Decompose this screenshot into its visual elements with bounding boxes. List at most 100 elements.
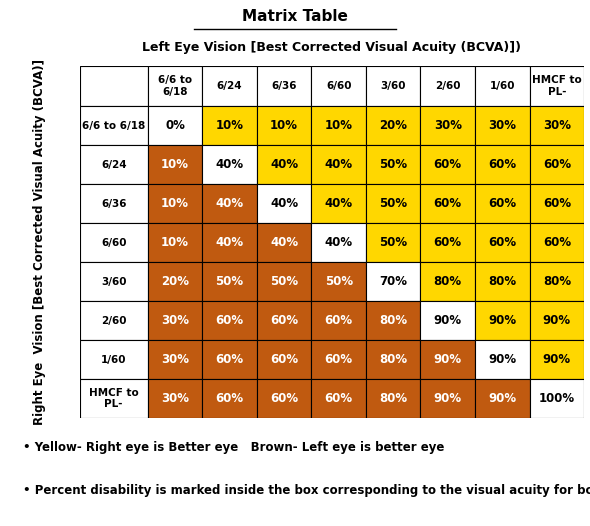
Text: 20%: 20%: [379, 119, 407, 132]
Text: 60%: 60%: [488, 197, 516, 210]
Bar: [366, 106, 421, 145]
Bar: [312, 66, 366, 106]
Bar: [421, 145, 475, 184]
Bar: [80, 379, 148, 418]
Bar: [257, 184, 312, 223]
Bar: [475, 66, 530, 106]
Bar: [475, 145, 530, 184]
Text: 70%: 70%: [379, 275, 407, 288]
Bar: [202, 301, 257, 340]
Bar: [530, 66, 584, 106]
Bar: [148, 184, 202, 223]
Bar: [257, 340, 312, 379]
Bar: [257, 145, 312, 184]
Bar: [80, 145, 148, 184]
Text: 80%: 80%: [488, 275, 516, 288]
Text: 1/60: 1/60: [101, 355, 126, 365]
Text: 40%: 40%: [270, 197, 298, 210]
Text: 30%: 30%: [161, 392, 189, 405]
Bar: [257, 262, 312, 301]
Bar: [366, 145, 421, 184]
Bar: [530, 106, 584, 145]
Bar: [475, 106, 530, 145]
Bar: [366, 66, 421, 106]
Text: 10%: 10%: [215, 119, 244, 132]
Bar: [257, 379, 312, 418]
Bar: [80, 301, 148, 340]
Text: 6/36: 6/36: [101, 199, 126, 209]
Text: 10%: 10%: [324, 119, 353, 132]
Text: 60%: 60%: [434, 197, 462, 210]
Text: 50%: 50%: [215, 275, 244, 288]
Text: HMCF to
PL-: HMCF to PL-: [532, 75, 582, 97]
Text: 60%: 60%: [324, 353, 353, 366]
Text: 60%: 60%: [270, 353, 298, 366]
Bar: [475, 301, 530, 340]
Text: 60%: 60%: [543, 236, 571, 249]
Text: 90%: 90%: [543, 314, 571, 327]
Bar: [148, 106, 202, 145]
Bar: [257, 66, 312, 106]
Text: 60%: 60%: [434, 236, 462, 249]
Bar: [530, 379, 584, 418]
Bar: [80, 184, 148, 223]
Bar: [475, 340, 530, 379]
Bar: [421, 184, 475, 223]
Bar: [80, 66, 148, 106]
Text: 60%: 60%: [434, 158, 462, 171]
Text: 60%: 60%: [270, 314, 298, 327]
Bar: [530, 301, 584, 340]
Text: 1/60: 1/60: [490, 81, 515, 91]
Text: 20%: 20%: [161, 275, 189, 288]
Text: 10%: 10%: [161, 197, 189, 210]
Text: 2/60: 2/60: [435, 81, 460, 91]
Bar: [148, 223, 202, 262]
Text: 50%: 50%: [270, 275, 298, 288]
Bar: [366, 262, 421, 301]
Bar: [202, 223, 257, 262]
Bar: [366, 184, 421, 223]
Bar: [80, 262, 148, 301]
Bar: [148, 66, 202, 106]
Text: 30%: 30%: [489, 119, 516, 132]
Text: 80%: 80%: [434, 275, 462, 288]
Text: Right Eye  Vision [Best Corrected Visual Acuity (BCVA)]: Right Eye Vision [Best Corrected Visual …: [33, 59, 47, 425]
Bar: [148, 145, 202, 184]
Text: 6/24: 6/24: [101, 160, 126, 170]
Bar: [530, 262, 584, 301]
Text: 60%: 60%: [215, 314, 244, 327]
Text: 3/60: 3/60: [101, 277, 126, 287]
Bar: [312, 106, 366, 145]
Text: 40%: 40%: [324, 236, 353, 249]
Text: 60%: 60%: [215, 392, 244, 405]
Bar: [421, 301, 475, 340]
Text: 60%: 60%: [270, 392, 298, 405]
Bar: [475, 262, 530, 301]
Bar: [257, 223, 312, 262]
Text: Matrix Table: Matrix Table: [242, 9, 348, 24]
Bar: [421, 223, 475, 262]
Text: 30%: 30%: [161, 353, 189, 366]
Text: 6/6 to 6/18: 6/6 to 6/18: [82, 121, 145, 131]
Text: 6/60: 6/60: [326, 81, 352, 91]
Text: 90%: 90%: [434, 314, 462, 327]
Bar: [202, 145, 257, 184]
Text: 6/60: 6/60: [101, 238, 126, 248]
Text: 100%: 100%: [539, 392, 575, 405]
Text: 6/6 to
6/18: 6/6 to 6/18: [158, 75, 192, 97]
Text: 80%: 80%: [379, 314, 407, 327]
Bar: [202, 379, 257, 418]
Bar: [421, 66, 475, 106]
Text: 30%: 30%: [161, 314, 189, 327]
Text: 50%: 50%: [379, 197, 407, 210]
Text: 90%: 90%: [488, 392, 516, 405]
Bar: [312, 301, 366, 340]
Text: 40%: 40%: [215, 158, 244, 171]
Text: 40%: 40%: [270, 236, 298, 249]
Bar: [257, 106, 312, 145]
Bar: [148, 301, 202, 340]
Bar: [475, 379, 530, 418]
Text: 60%: 60%: [543, 158, 571, 171]
Bar: [312, 340, 366, 379]
Bar: [366, 223, 421, 262]
